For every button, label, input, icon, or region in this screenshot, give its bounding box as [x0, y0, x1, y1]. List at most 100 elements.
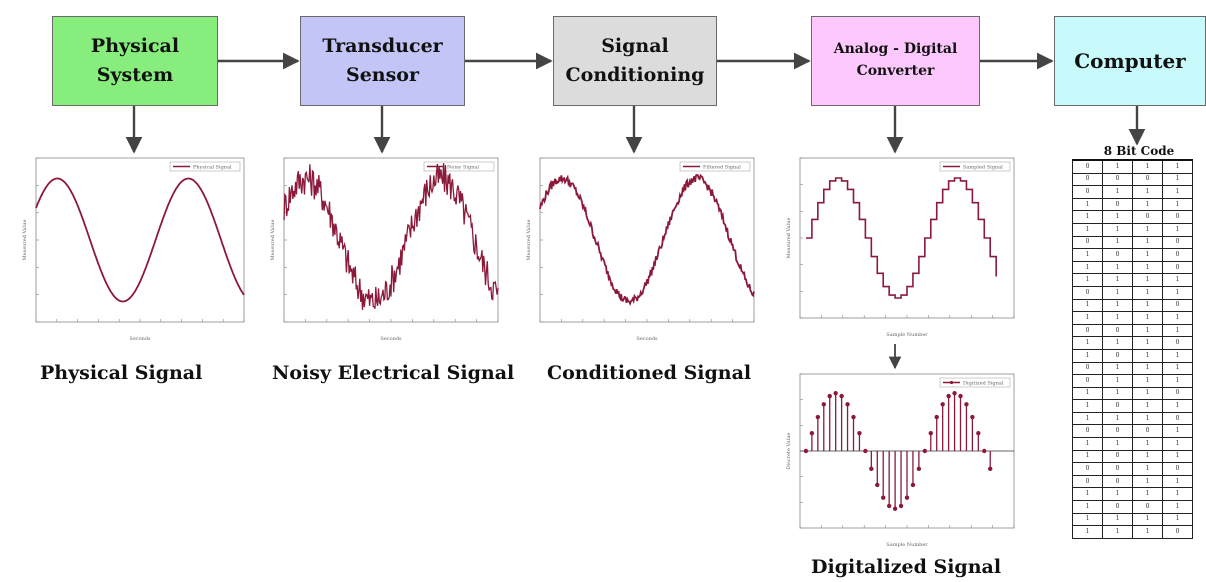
- code-cell: 1: [1132, 222, 1163, 237]
- code-cell: 1: [1132, 462, 1163, 476]
- computer-label: Computer: [1074, 48, 1186, 73]
- code-cell: 1: [1072, 386, 1103, 401]
- y-axis-label: Measured Value: [270, 220, 276, 261]
- stem-point: [964, 402, 969, 407]
- stem-point: [952, 391, 957, 396]
- y-axis-label: Measured Value: [526, 220, 532, 261]
- y-axis-label: Discrete Value: [786, 433, 792, 470]
- stem-point: [916, 466, 922, 472]
- code-cell: 1: [1132, 336, 1163, 350]
- legend-box: [169, 161, 241, 172]
- code-cell: 1: [1072, 512, 1103, 527]
- code-cell: 1: [1072, 500, 1103, 514]
- code-cell: 0: [1072, 374, 1103, 388]
- code-cell: 0: [1072, 424, 1103, 439]
- stem-point: [922, 448, 928, 454]
- code-cell: 1: [1072, 336, 1103, 350]
- caption-noisy-signal: Noisy Electrical Signal: [272, 362, 515, 384]
- stem-point: [970, 414, 975, 420]
- plot-frame: [283, 157, 499, 323]
- code-cell: 1: [1162, 474, 1193, 489]
- code-cell: 0: [1162, 210, 1193, 224]
- code-cell: 1: [1132, 411, 1163, 426]
- code-cell: 1: [1102, 487, 1133, 502]
- signal-series-line: [283, 163, 499, 310]
- code-cell: 1: [1162, 323, 1193, 338]
- code-cell: 0: [1072, 185, 1103, 199]
- computer-block: Computer: [1054, 16, 1206, 106]
- stem-point: [827, 393, 832, 399]
- code-cell: 1: [1162, 512, 1193, 527]
- physical-system-block: Physical System: [52, 16, 218, 106]
- code-cell: 0: [1162, 462, 1193, 476]
- signal-conditioning-block: Signal Conditioning: [553, 16, 717, 106]
- code-cell: 1: [1132, 158, 1163, 174]
- code-cell: 1: [1132, 348, 1163, 363]
- code-cell: 1: [1132, 285, 1163, 300]
- code-cell: 1: [1102, 273, 1133, 287]
- code-cell: 1: [1162, 222, 1193, 237]
- stem-point: [928, 430, 933, 436]
- code-cell: 1: [1132, 474, 1163, 489]
- legend-box: [939, 377, 1011, 388]
- stem-point: [958, 393, 963, 399]
- digitized-signal-chart: Sample Number Discrete Value Digitized Sig…: [786, 373, 1015, 548]
- stem-point: [892, 506, 898, 511]
- code-cell: 0: [1072, 172, 1103, 187]
- code-cell: 1: [1072, 348, 1103, 363]
- code-cell: 1: [1072, 487, 1103, 502]
- y-axis-label: Measured Value: [22, 220, 28, 261]
- stem-point: [839, 393, 844, 399]
- code-cell: 0: [1162, 386, 1193, 401]
- code-cell: 1: [1072, 411, 1103, 426]
- code-table-title: 8 Bit Code: [1103, 144, 1175, 158]
- stem-point: [815, 414, 821, 420]
- signal-series-line: [35, 177, 245, 303]
- code-cell: 1: [1132, 386, 1163, 401]
- stem-point: [982, 448, 987, 454]
- code-cell: 1: [1132, 273, 1163, 287]
- stem-point: [821, 402, 826, 407]
- code-cell: 0: [1102, 197, 1133, 212]
- legend-box: [423, 161, 495, 172]
- noisy-signal-chart: Seconds Measured Value Noisy Signal: [270, 157, 499, 342]
- code-cell: 1: [1162, 399, 1193, 413]
- code-cell: 1: [1132, 487, 1163, 502]
- code-cell: 1: [1072, 260, 1103, 275]
- code-cell: 1: [1162, 487, 1193, 502]
- stem-point: [934, 414, 939, 420]
- stem-point: [976, 430, 981, 436]
- stem-point: [886, 503, 892, 509]
- code-cell: 1: [1102, 311, 1133, 325]
- caption-conditioned-signal: Conditioned Signal: [547, 362, 752, 384]
- code-cell: 0: [1102, 474, 1133, 489]
- code-cell: 0: [1162, 260, 1193, 275]
- stem-point: [904, 495, 910, 500]
- signal-series-line: [539, 173, 755, 306]
- code-cell: 1: [1072, 437, 1103, 451]
- legend-label: Filtered Signal: [703, 165, 741, 171]
- code-cell: 1: [1162, 158, 1193, 174]
- code-cell: 1: [1102, 374, 1133, 388]
- stem-point: [833, 391, 838, 396]
- code-cell: 1: [1102, 158, 1133, 174]
- code-cell: 1: [1162, 285, 1193, 300]
- stem-point: [845, 402, 850, 407]
